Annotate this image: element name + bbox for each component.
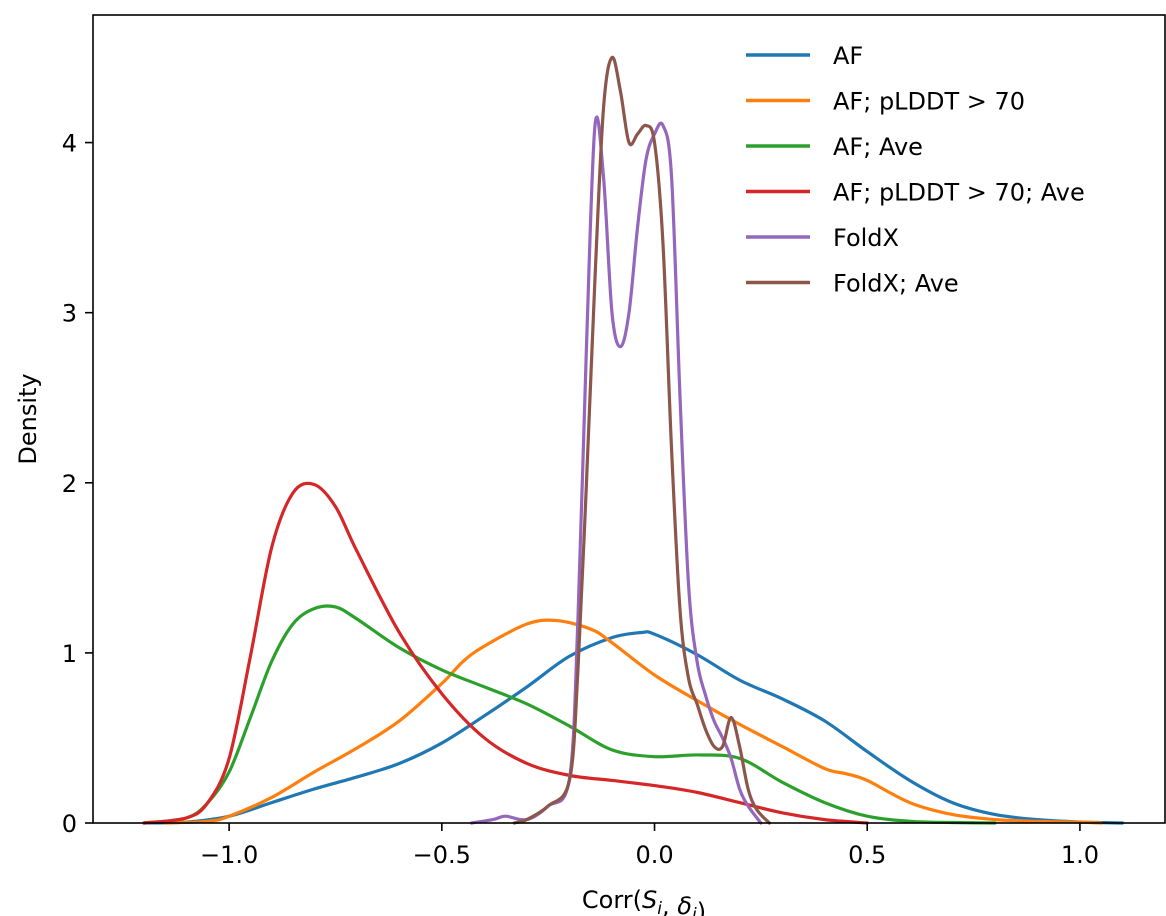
series-line-3	[142, 604, 997, 825]
series-line-5	[470, 115, 763, 825]
x-tick-label: 0.0	[635, 841, 673, 869]
series-line-1	[142, 630, 1125, 825]
legend-label: AF; Ave	[833, 133, 923, 161]
y-tick-label: 3	[62, 300, 77, 328]
legend-label: FoldX	[833, 224, 899, 252]
series-line-6	[512, 55, 771, 825]
x-tick-label: −0.5	[413, 841, 471, 869]
series-layer	[142, 55, 1125, 825]
legend-label: FoldX; Ave	[833, 270, 959, 298]
x-axis-label: Corr(Si, δi)	[582, 886, 706, 916]
y-tick-label: 2	[62, 470, 77, 498]
series-line-2	[163, 618, 1103, 825]
y-axis-label: Density	[14, 373, 42, 464]
legend-label: AF	[833, 42, 863, 70]
x-tick-label: −1.0	[200, 841, 258, 869]
legend-label: AF; pLDDT > 70	[833, 88, 1025, 116]
x-tick-label: 0.5	[848, 841, 886, 869]
plot-area	[92, 14, 1166, 825]
y-tick-label: 1	[62, 640, 77, 668]
x-axis-ticks: −1.0 −0.5 0.0 0.5 1.0	[200, 823, 1099, 869]
axes-frame	[92, 14, 1166, 824]
y-axis-ticks: 0 1 2 3 4	[62, 130, 93, 838]
y-tick-label: 4	[62, 130, 77, 158]
x-tick-label: 1.0	[1061, 841, 1099, 869]
y-tick-label: 0	[62, 810, 77, 838]
legend-label: AF; pLDDT > 70; Ave	[833, 179, 1085, 207]
series-line-4	[142, 481, 869, 825]
legend: AF AF; pLDDT > 70 AF; Ave AF; pLDDT > 70; A…	[746, 42, 1085, 298]
